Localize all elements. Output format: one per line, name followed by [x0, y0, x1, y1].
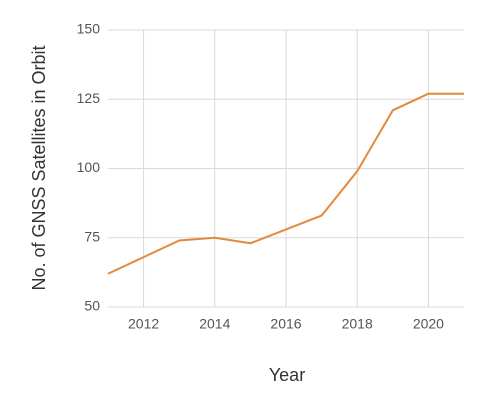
- x-tick-label: 2012: [128, 316, 159, 332]
- y-axis-title: No. of GNSS Satellites in Orbit: [29, 45, 49, 290]
- x-tick-label: 2014: [199, 316, 230, 332]
- x-tick-label: 2018: [342, 316, 373, 332]
- y-tick-label: 75: [84, 228, 100, 244]
- x-tick-label: 2020: [413, 316, 444, 332]
- y-tick-label: 100: [77, 159, 101, 175]
- x-axis-title: Year: [269, 365, 305, 385]
- y-tick-label: 125: [77, 90, 101, 106]
- x-tick-label: 2016: [270, 316, 301, 332]
- y-tick-label: 150: [77, 21, 101, 37]
- y-tick-label: 50: [84, 298, 100, 314]
- line: [107, 92, 464, 275]
